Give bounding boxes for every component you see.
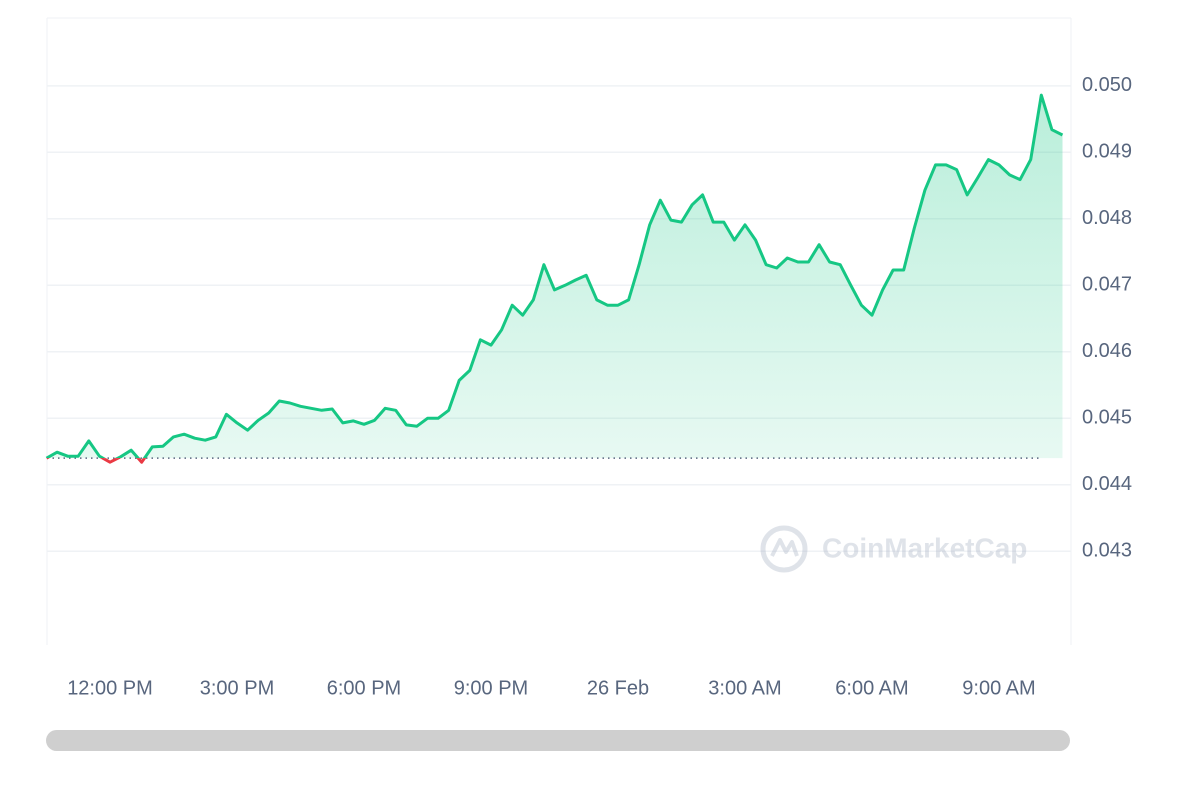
x-tick-label: 6:00 PM bbox=[327, 677, 401, 699]
scrollbar[interactable] bbox=[46, 730, 1070, 751]
y-tick-label: 0.046 bbox=[1082, 340, 1132, 362]
x-tick-label: 26 Feb bbox=[587, 677, 649, 699]
x-tick-label: 9:00 AM bbox=[962, 677, 1035, 699]
x-tick-label: 3:00 AM bbox=[708, 677, 781, 699]
x-tick-label: 12:00 PM bbox=[67, 677, 153, 699]
watermark-text: CoinMarketCap bbox=[822, 532, 1027, 563]
area bbox=[46, 95, 1063, 459]
x-tick-label: 9:00 PM bbox=[454, 677, 528, 699]
price-line bbox=[45, 93, 1064, 459]
y-tick-label: 0.044 bbox=[1082, 473, 1132, 495]
y-tick-label: 0.045 bbox=[1082, 407, 1132, 429]
x-tick-label: 3:00 PM bbox=[200, 677, 274, 699]
watermark: CoinMarketCap bbox=[760, 525, 1027, 573]
y-tick-label: 0.049 bbox=[1082, 141, 1132, 163]
y-tick-label: 0.043 bbox=[1082, 540, 1132, 562]
x-tick-label: 6:00 AM bbox=[835, 677, 908, 699]
y-tick-label: 0.050 bbox=[1082, 74, 1132, 96]
y-tick-label: 0.047 bbox=[1082, 274, 1132, 296]
y-tick-label: 0.048 bbox=[1082, 207, 1132, 229]
